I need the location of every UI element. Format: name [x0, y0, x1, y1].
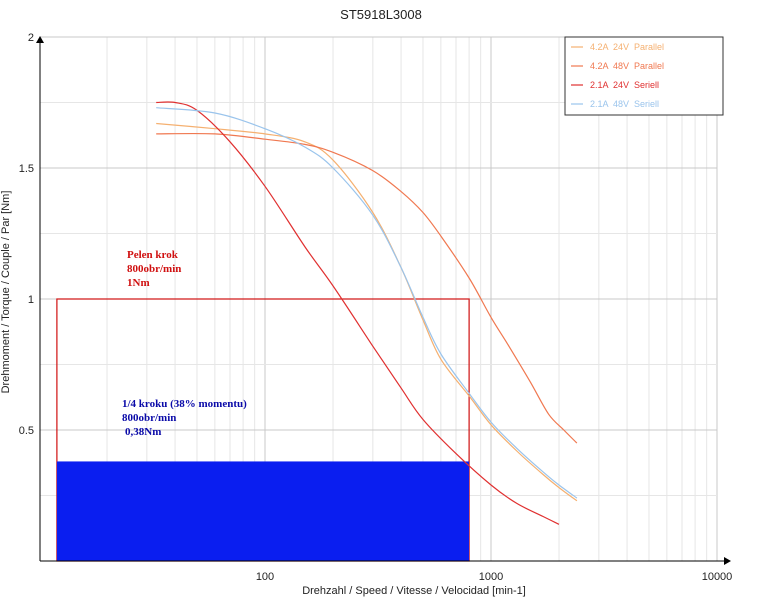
x-axis-label: Drehzahl / Speed / Vitesse / Velocidad [… — [302, 585, 526, 597]
legend-label: 4.2A 48V Parallel — [590, 61, 664, 71]
annotation-quarter-step: 1/4 kroku (38% momentu) 800obr/min 0,38N… — [122, 398, 250, 438]
quarter-step-region — [56, 461, 470, 561]
series-lines — [156, 101, 578, 525]
legend-box — [564, 36, 724, 116]
y-axis-arrow — [36, 36, 44, 43]
annotations: Pelen krok 800obr/min 1Nm 1/4 kroku (38%… — [122, 249, 250, 438]
y-tick-label: 0.5 — [19, 425, 34, 437]
legend-label: 4.2A 24V Parallel — [590, 42, 664, 52]
annotation-full-step: Pelen krok 800obr/min 1Nm — [127, 249, 184, 289]
tick-labels: 100 1000 10000 0.5 1 1.5 2 — [19, 32, 733, 583]
annotation-quarter-step-line2: 800obr/min — [122, 412, 176, 424]
load-regions — [56, 298, 470, 562]
annotation-quarter-step-line3: 0,38Nm — [125, 426, 161, 438]
series-line-1 — [156, 122, 578, 502]
x-tick-label: 10000 — [702, 571, 733, 583]
x-tick-label: 1000 — [479, 571, 503, 583]
annotation-full-step-line3: 1Nm — [127, 277, 150, 289]
y-tick-label: 1 — [28, 294, 34, 306]
y-tick-label: 1.5 — [19, 163, 34, 175]
chart-title: ST5918L3008 — [340, 7, 422, 22]
annotation-full-step-line2: 800obr/min — [127, 263, 181, 275]
axes — [36, 36, 731, 565]
annotation-full-step-line1: Pelen krok — [127, 249, 179, 261]
legend: 4.2A 24V Parallel 4.2A 48V Parallel 2.1A 2… — [564, 36, 724, 116]
y-tick-label: 2 — [28, 32, 34, 44]
annotation-quarter-step-line1: 1/4 kroku (38% momentu) — [122, 398, 247, 410]
series-line-4 — [156, 107, 578, 499]
y-axis-label: Drehmoment / Torque / Couple / Par [Nm] — [0, 191, 12, 394]
x-tick-label: 100 — [256, 571, 274, 583]
legend-label: 2.1A 48V Seriell — [590, 99, 659, 109]
series-line-2 — [156, 132, 578, 444]
series-line-3 — [156, 101, 560, 525]
legend-label: 2.1A 24V Seriell — [590, 80, 659, 90]
x-axis-arrow — [724, 557, 731, 565]
